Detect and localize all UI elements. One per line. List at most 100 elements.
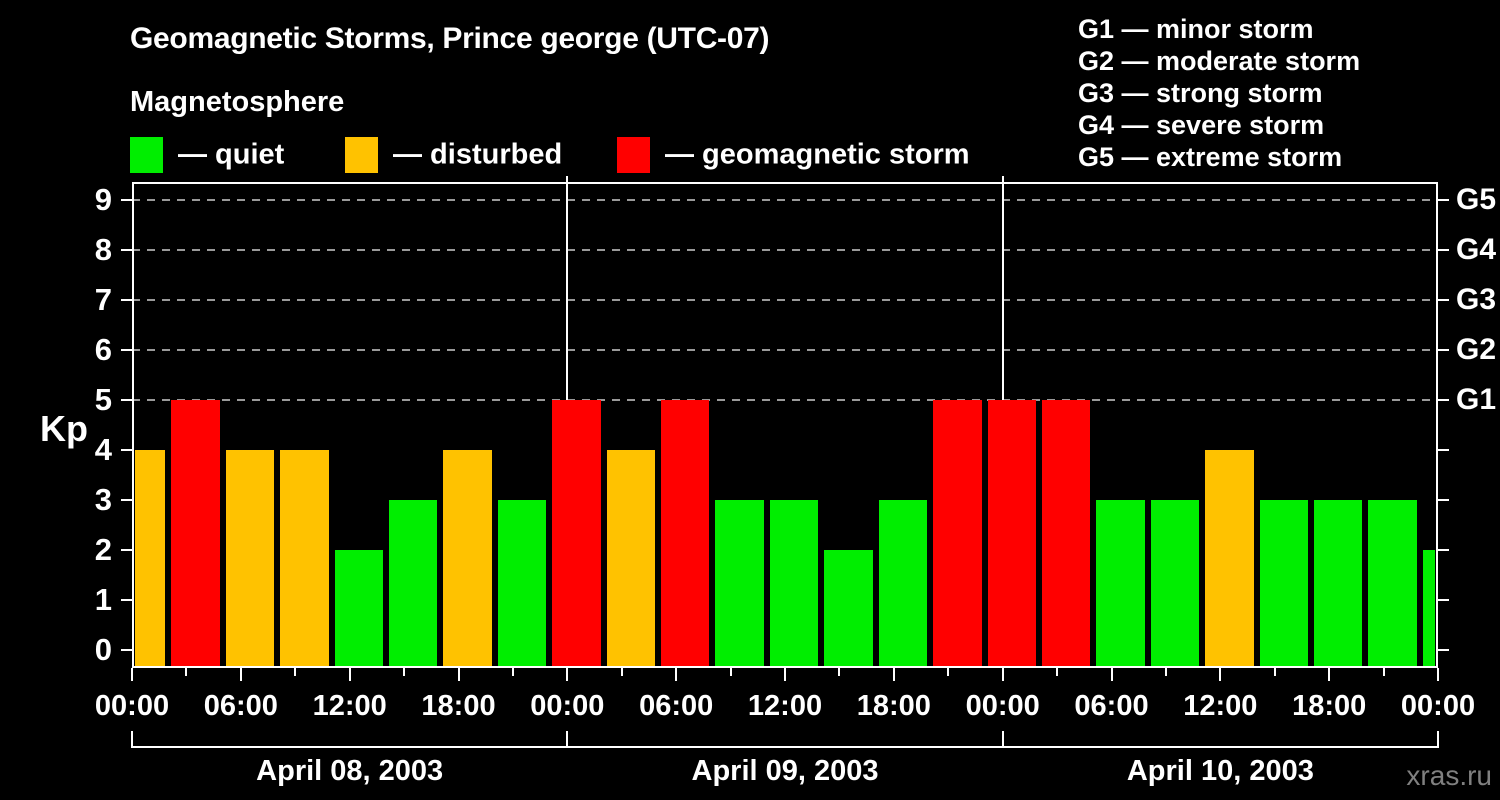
x-tick-minor [838, 668, 841, 676]
kp-bar [769, 500, 819, 668]
y-tick-left [121, 499, 132, 501]
x-tick-minor [511, 668, 514, 676]
x-time-label: 18:00 [421, 690, 496, 722]
x-tick-minor [1164, 668, 1167, 676]
kp-bar [1368, 500, 1417, 668]
g-scale-legend: G1 — minor storm G2 — moderate storm G3 — … [1078, 13, 1360, 173]
y-tick-label: 5 [94, 382, 112, 417]
y-tick-label: 1 [94, 582, 112, 617]
kp-bar [1205, 450, 1254, 668]
legend-label: — geomagnetic storm [665, 138, 970, 171]
x-tick-major [566, 668, 569, 681]
x-time-label: 00:00 [1400, 690, 1476, 722]
x-time-label: 00:00 [94, 690, 170, 722]
kp-bar [552, 400, 601, 668]
y-tick-label: 6 [94, 332, 112, 367]
y-tick-left [121, 299, 132, 301]
kp-bar [443, 450, 492, 668]
x-tick-major [239, 668, 242, 681]
g-scale-line: G1 — minor storm [1078, 14, 1314, 44]
bracket-tick [1001, 731, 1004, 748]
y-tick-right [1438, 399, 1449, 401]
x-time-label: 12:00 [312, 690, 387, 722]
legend-swatch-disturbed [345, 137, 378, 173]
x-tick-major [1110, 668, 1113, 681]
kp-bar [1314, 500, 1363, 668]
kp-bar [334, 550, 383, 668]
g-level-label: G2 [1456, 333, 1497, 366]
x-tick-minor [947, 668, 950, 676]
kp-bar [388, 500, 438, 668]
kp-bar [171, 400, 220, 668]
bracket-line [132, 746, 1438, 748]
kp-bar [497, 500, 547, 668]
x-time-label: 18:00 [856, 690, 931, 722]
x-tick-minor [294, 668, 297, 676]
y-tick-left [121, 599, 132, 601]
x-tick-minor [1273, 668, 1276, 676]
y-tick-label: 9 [94, 182, 112, 217]
gridline-kp7 [132, 299, 1438, 301]
y-tick-right [1438, 299, 1449, 301]
bracket-tick [566, 731, 569, 748]
x-tick-major [348, 668, 351, 681]
kp-bar [135, 450, 166, 668]
chart-subtitle: Magnetosphere [130, 86, 345, 118]
kp-bar [1259, 500, 1309, 668]
kp-bar [1041, 400, 1091, 668]
g-scale-line: G3 — strong storm [1078, 78, 1323, 108]
bracket-tick [1437, 731, 1439, 748]
gridline-kp9 [132, 199, 1438, 201]
x-time-label: 12:00 [747, 690, 823, 722]
g-level-label: G1 [1456, 383, 1497, 416]
x-tick-major [1219, 668, 1222, 681]
legend-swatch-storm [617, 137, 650, 173]
x-time-label: 06:00 [639, 690, 714, 722]
y-tick-right [1438, 549, 1449, 551]
x-time-label: 00:00 [530, 690, 605, 722]
x-time-label: 06:00 [203, 690, 278, 722]
legend-label: — quiet [178, 138, 285, 171]
g-scale-line: G5 — extreme storm [1078, 142, 1343, 172]
x-tick-minor [620, 668, 623, 676]
x-tick-major [784, 668, 786, 681]
gridline-kp5 [132, 399, 1438, 401]
gridline-kp6 [132, 349, 1438, 351]
kp-bar [606, 450, 656, 668]
date-label: April 10, 2003 [1126, 755, 1314, 787]
y-tick-left [121, 649, 132, 651]
x-tick-major [1437, 668, 1439, 681]
y-tick-right [1438, 599, 1449, 601]
g-level-label: G5 [1456, 183, 1497, 216]
x-tick-major [1001, 668, 1004, 681]
y-tick-label: 2 [94, 532, 112, 567]
y-tick-right [1438, 649, 1449, 651]
y-tick-right [1438, 499, 1449, 501]
y-tick-label: 0 [94, 632, 112, 667]
g-scale-line: G2 — moderate storm [1078, 46, 1361, 76]
legend-label: — disturbed [393, 138, 563, 171]
date-label: April 09, 2003 [691, 755, 879, 787]
gridline-kp8 [132, 249, 1438, 251]
kp-bar [661, 400, 710, 668]
x-time-label: 06:00 [1074, 690, 1149, 722]
y-tick-left [121, 349, 132, 351]
watermark: xras.ru [1406, 760, 1492, 791]
kp-bar [1096, 500, 1145, 668]
kp-bar [824, 550, 873, 668]
chart-title: Geomagnetic Storms, Prince george (UTC-0… [130, 22, 770, 55]
kp-bar [878, 500, 928, 668]
kp-bar [225, 450, 275, 668]
x-tick-minor [1056, 668, 1059, 676]
kp-bar [280, 450, 329, 668]
g-scale-line: G4 — severe storm [1078, 110, 1325, 140]
y-tick-left [121, 249, 132, 251]
x-tick-minor [403, 668, 406, 676]
y-tick-right [1438, 199, 1449, 201]
legend-swatch-quiet [130, 137, 163, 173]
x-tick-major [131, 668, 133, 681]
y-tick-right [1438, 449, 1449, 451]
y-tick-label: 7 [94, 282, 112, 317]
date-label: April 08, 2003 [256, 755, 444, 787]
